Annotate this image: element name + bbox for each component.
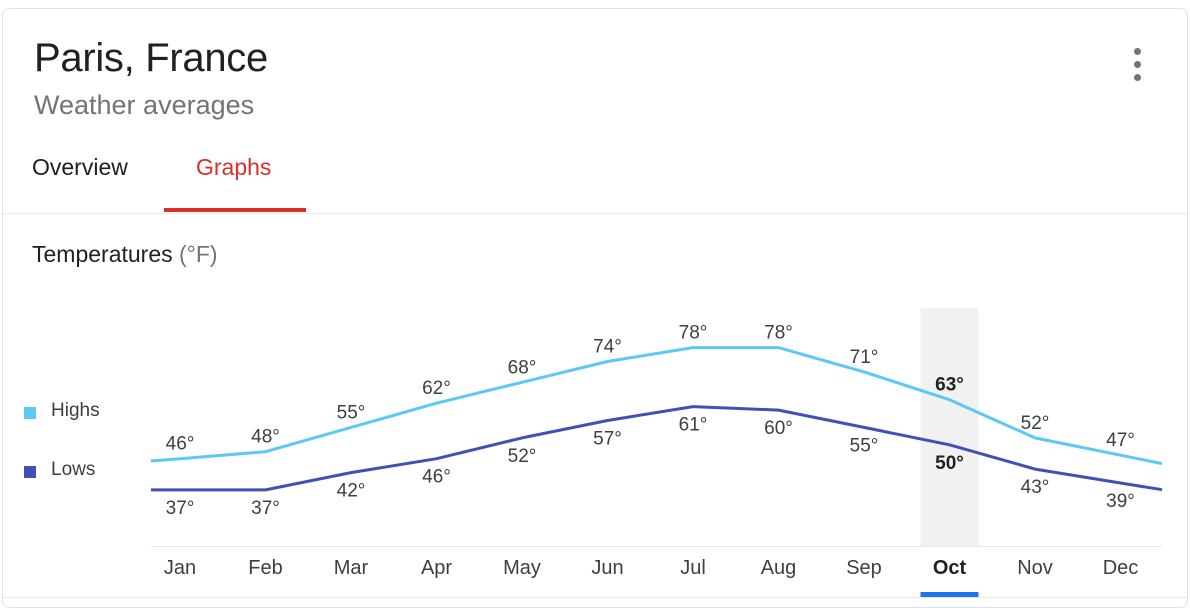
page-subtitle: Weather averages	[34, 90, 255, 120]
section-title: Temperatures (°F)	[32, 241, 218, 268]
page-title: Paris, France	[34, 36, 268, 80]
section-title-unit: (°F)	[179, 241, 218, 267]
card-bottom-divider	[3, 597, 1187, 598]
data-label-low: 61°	[679, 415, 708, 436]
data-label-low: 42°	[337, 481, 366, 502]
x-tick-label: Dec	[1103, 557, 1139, 579]
data-label-low: 60°	[764, 418, 793, 439]
legend-label-highs: Highs	[51, 400, 100, 421]
data-label-low: 55°	[850, 435, 879, 456]
legend-swatch-highs	[24, 407, 36, 419]
data-label-low: 37°	[166, 498, 195, 519]
x-tick-label: Jan	[164, 557, 196, 579]
x-tick-label: Sep	[846, 557, 882, 579]
legend-swatch-lows	[24, 466, 36, 478]
x-tick-label: Apr	[421, 557, 452, 579]
data-label-high: 78°	[679, 323, 708, 344]
selected-month-highlight	[920, 308, 979, 546]
data-label-low: 39°	[1106, 491, 1135, 512]
weather-card	[2, 8, 1188, 608]
data-label-high: 55°	[337, 402, 366, 423]
x-tick-label: Feb	[248, 557, 282, 579]
legend-label-lows: Lows	[51, 459, 96, 480]
menu-dot	[1134, 74, 1141, 81]
more-vert-icon[interactable]	[1126, 46, 1150, 82]
data-label-high: 74°	[593, 337, 622, 358]
data-label-high: 78°	[764, 323, 793, 344]
data-label-high: 63°	[935, 375, 964, 396]
data-label-low: 50°	[935, 453, 964, 474]
data-label-high: 48°	[251, 427, 280, 448]
data-label-low: 46°	[422, 467, 451, 488]
x-tick-label: Jun	[591, 557, 623, 579]
menu-dot	[1134, 48, 1141, 55]
selected-month-indicator	[920, 592, 979, 597]
x-tick-label: Aug	[761, 557, 797, 579]
data-label-high: 47°	[1106, 430, 1135, 451]
data-label-low: 52°	[508, 446, 537, 467]
tab-overview[interactable]: Overview	[32, 154, 128, 180]
x-tick-label: Mar	[334, 557, 369, 579]
data-label-low: 37°	[251, 498, 280, 519]
x-tick-label: Oct	[933, 557, 967, 579]
tab-graphs[interactable]: Graphs	[196, 154, 272, 180]
data-label-high: 46°	[166, 434, 195, 455]
x-tick-label: Jul	[680, 557, 706, 579]
x-tick-label: Nov	[1017, 557, 1053, 579]
data-label-high: 68°	[508, 357, 537, 378]
series-line-lows	[151, 405, 1163, 492]
x-tick-label: May	[503, 557, 541, 579]
section-title-text: Temperatures	[32, 241, 173, 267]
tabs-divider	[3, 213, 1187, 214]
tab-selected-indicator	[164, 208, 306, 212]
data-label-low: 57°	[593, 429, 622, 450]
data-label-high: 62°	[422, 378, 451, 399]
menu-dot	[1134, 61, 1141, 68]
data-label-high: 71°	[850, 347, 879, 368]
series-line-highs	[150, 346, 1163, 466]
data-label-high: 52°	[1021, 413, 1050, 434]
data-label-low: 43°	[1021, 477, 1050, 498]
